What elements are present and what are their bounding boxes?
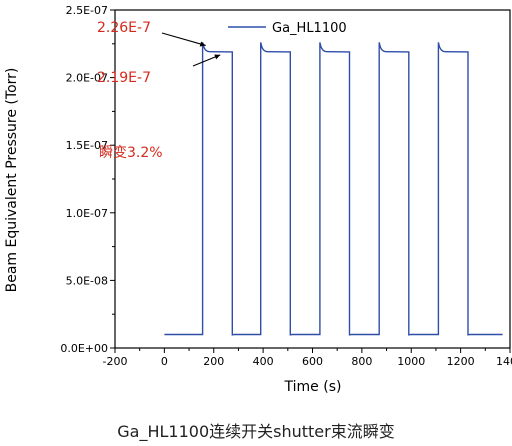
y-tick-label: 2.0E-07 xyxy=(66,72,108,85)
y-tick-label: 2.5E-07 xyxy=(66,4,108,17)
annotation-peak-value: 2.26E-7 xyxy=(97,20,151,36)
annotation-steady-value: 2.19E-7 xyxy=(97,70,151,86)
figure-caption: Ga_HL1100连续开关shutter束流瞬变 xyxy=(117,422,395,441)
y-axis-title: Beam Equivalent Pressure (Torr) xyxy=(4,68,20,293)
x-tick-label: 1000 xyxy=(397,355,425,368)
series-line-ga_hl1100 xyxy=(164,42,503,336)
plot-frame xyxy=(114,9,511,349)
y-tick-label: 0.0E+00 xyxy=(60,342,108,355)
y-tick-label: 1.5E-07 xyxy=(66,139,108,152)
x-tick-label: 400 xyxy=(253,355,274,368)
arrow-to-steady-head xyxy=(214,54,221,60)
x-tick-label: 800 xyxy=(351,355,372,368)
arrow-to-peak-head xyxy=(199,41,206,47)
axes-layer xyxy=(114,9,511,349)
x-tick-label: 600 xyxy=(302,355,323,368)
annotation-transient-percent: 瞬变3.2% xyxy=(99,145,163,161)
x-axis-title: Time (s) xyxy=(284,379,342,395)
x-tick-label: 200 xyxy=(203,355,224,368)
series-layer xyxy=(164,42,503,336)
x-tick-label: 1200 xyxy=(447,355,475,368)
annotations-layer: 2.26E-7 2.19E-7 瞬变3.2% xyxy=(97,20,221,161)
legend-layer: Ga_HL1100 xyxy=(228,21,347,36)
legend-label: Ga_HL1100 xyxy=(272,21,347,36)
x-tick-label: 0 xyxy=(161,355,168,368)
x-tick-label: 1400 xyxy=(496,355,512,368)
ticks-layer: -200 0 200 400 600 800 1000 1200 1400 0.0E+00 5.0E… xyxy=(60,4,512,368)
y-tick-label: 5.0E-08 xyxy=(66,274,108,287)
arrow-to-peak xyxy=(161,32,206,46)
chart-svg: -200 0 200 400 600 800 1000 1200 1400 0.0E+00 5.0E… xyxy=(4,4,512,395)
x-tick-label: -200 xyxy=(103,355,128,368)
y-tick-label: 1.0E-07 xyxy=(66,207,108,220)
